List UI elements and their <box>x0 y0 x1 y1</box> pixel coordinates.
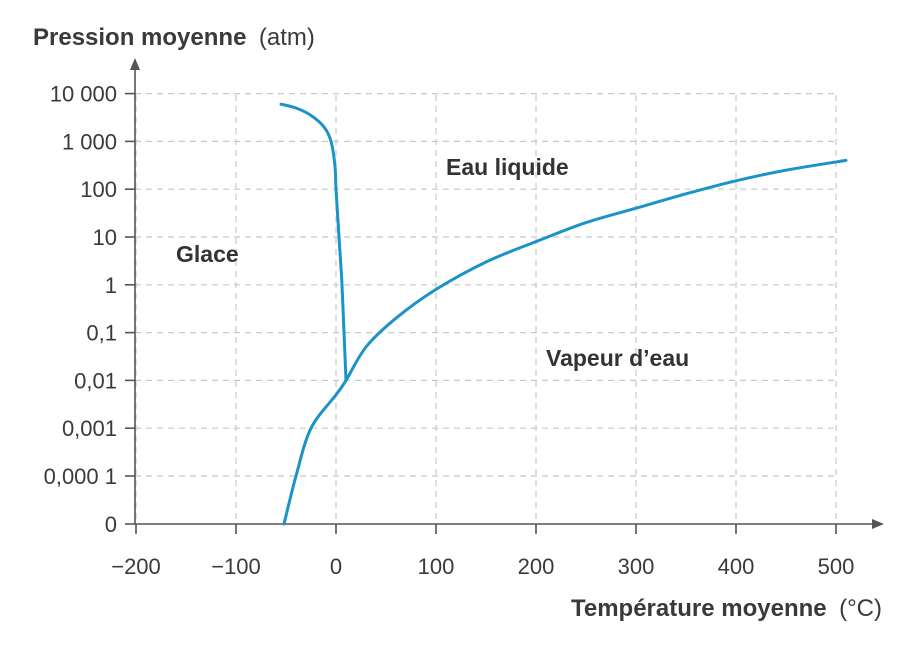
y-tick-label: 1 <box>105 273 117 298</box>
x-tick-label: 200 <box>518 554 555 579</box>
x-tick-label: 500 <box>818 554 855 579</box>
region-label: Vapeur d’eau <box>546 345 689 371</box>
x-tick-label: 100 <box>418 554 455 579</box>
x-axis-title-text: Température moyenne <box>571 595 827 622</box>
y-tick-label: 0,1 <box>86 321 117 346</box>
y-axis-title-unit: (atm) <box>259 24 315 51</box>
y-tick-label: 10 <box>93 225 117 250</box>
region-label: Glace <box>176 241 239 267</box>
y-tick-label: 1 000 <box>62 129 117 154</box>
axes <box>130 58 884 529</box>
y-axis-title: Pression moyenne (atm) <box>33 24 315 51</box>
x-tick-label: 400 <box>718 554 755 579</box>
x-tick-label: −100 <box>211 554 261 579</box>
y-tick-label: 0,01 <box>74 368 117 393</box>
fusion-curve <box>279 102 348 382</box>
region-label: Eau liquide <box>446 154 569 180</box>
x-tick-label: 0 <box>330 554 342 579</box>
vaporisation-curve <box>282 158 848 526</box>
x-axis-arrow <box>872 519 884 529</box>
y-tick-label: 100 <box>80 177 117 202</box>
y-tick-label: 10 000 <box>50 82 117 107</box>
x-axis-title-unit: (°C) <box>839 595 882 622</box>
ticks: 0 0,000 1 0,001 0,01 0,1 1 10 100 1 000 10 000 −20… <box>44 82 855 579</box>
y-axis-title-text: Pression moyenne <box>33 24 246 51</box>
x-axis-title: Température moyenne (°C) <box>571 595 882 622</box>
curves <box>279 102 848 526</box>
x-tick-label: 300 <box>618 554 655 579</box>
y-tick-label: 0,001 <box>62 416 117 441</box>
region-labels: Glace Eau liquide Vapeur d’eau <box>176 154 689 371</box>
y-tick-label: 0 <box>105 512 117 537</box>
y-axis-arrow <box>130 58 140 70</box>
y-tick-label: 0,000 1 <box>44 464 117 489</box>
x-tick-label: −200 <box>111 554 161 579</box>
